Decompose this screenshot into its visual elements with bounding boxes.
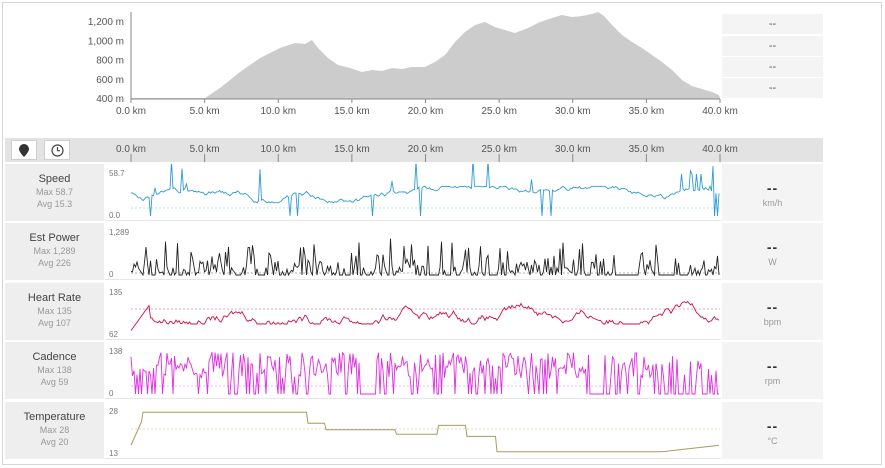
temperature-unit: °C <box>767 436 778 446</box>
temperature-title: Temperature <box>23 411 86 423</box>
speed-value-panel: -- km/h <box>722 164 823 221</box>
est-power-title: Est Power <box>29 232 80 244</box>
cadence-ymax-label: 138 <box>109 347 123 356</box>
elevation-x-tick: 30.0 km <box>555 106 591 117</box>
speed-unit: km/h <box>762 198 783 208</box>
elevation-x-tick: 20.0 km <box>408 106 444 117</box>
est-power-stream-chart[interactable]: 1,289 0 <box>105 223 721 280</box>
stream-x-tick: 10.0 km <box>260 144 296 155</box>
stream-x-tick: 25.0 km <box>481 144 517 155</box>
est-power-series-line <box>130 238 720 277</box>
stream-x-tick: 15.0 km <box>334 144 370 155</box>
time-mode-button[interactable] <box>44 140 70 160</box>
heart-rate-series-line <box>130 300 720 331</box>
distance-mode-button[interactable] <box>11 140 37 160</box>
elevation-y-tick: 1,000 m <box>88 36 124 47</box>
speed-series-line <box>130 164 720 217</box>
speed-ymin-label: 0.0 <box>109 211 121 220</box>
temperature-ymin-label: 13 <box>109 449 118 458</box>
elevation-x-tick: 25.0 km <box>481 106 517 117</box>
cadence-stream-chart[interactable]: 138 0 <box>105 342 721 399</box>
cadence-label-panel: Cadence Max 138 Avg 59 <box>5 342 104 399</box>
est-power-unit: W <box>768 257 777 267</box>
stream-x-tick: 20.0 km <box>408 144 444 155</box>
elevation-x-tick: 40.0 km <box>702 106 738 117</box>
heart-rate-max: Max 135 <box>37 306 72 316</box>
elevation-chart[interactable]: 1,200 m 1,000 m 800 m 600 m 400 m 0.0 km 5.0 … <box>0 0 885 135</box>
heart-rate-label-panel: Heart Rate Max 135 Avg 107 <box>5 283 104 340</box>
speed-avg: Avg 15.3 <box>36 199 73 209</box>
temperature-value-panel: -- °C <box>722 402 823 459</box>
temperature-max: Max 28 <box>39 425 70 435</box>
est-power-label-panel: Est Power Max 1,289 Avg 226 <box>5 223 104 280</box>
est-power-avg: Avg 226 <box>38 258 71 268</box>
heart-rate-title: Heart Rate <box>27 292 82 304</box>
elevation-summary-cell: -- <box>722 14 823 34</box>
speed-stream-chart[interactable]: 58.7 0.0 <box>105 164 721 221</box>
heart-rate-stream-chart[interactable]: 135 62 <box>105 283 721 340</box>
cadence-series-line <box>130 351 719 395</box>
stream-x-tick: 30.0 km <box>555 144 591 155</box>
temperature-current-value: -- <box>766 418 779 434</box>
elevation-x-tick: 0.0 km <box>116 106 146 117</box>
temperature-avg: Avg 20 <box>40 437 69 447</box>
est-power-current-value: -- <box>766 239 779 255</box>
cadence-title: Cadence <box>32 351 77 363</box>
temperature-label-panel: Temperature Max 28 Avg 20 <box>5 402 104 459</box>
stream-x-tick: 5.0 km <box>190 144 220 155</box>
elevation-x-tick: 10.0 km <box>260 106 296 117</box>
elevation-x-tick: 5.0 km <box>190 106 220 117</box>
cadence-current-value: -- <box>766 358 779 374</box>
stream-toolbar <box>5 138 823 162</box>
cadence-ymin-label: 0 <box>109 389 114 398</box>
temperature-series-line <box>130 411 720 453</box>
est-power-ymax-label: 1,289 <box>109 228 130 237</box>
elevation-profile-area <box>131 12 720 99</box>
est-power-value-panel: -- W <box>722 223 823 280</box>
temperature-stream-chart[interactable]: 28 13 <box>105 402 721 459</box>
heart-rate-value-panel: -- bpm <box>722 283 823 340</box>
cadence-value-panel: -- rpm <box>722 342 823 399</box>
heart-rate-avg: Avg 107 <box>38 318 71 328</box>
cadence-unit: rpm <box>764 376 781 386</box>
stream-x-tick: 40.0 km <box>702 144 738 155</box>
heart-rate-current-value: -- <box>766 299 779 315</box>
elevation-x-tick: 35.0 km <box>629 106 665 117</box>
elevation-summary-cell: -- <box>722 36 823 56</box>
elevation-y-tick: 400 m <box>96 94 124 105</box>
elevation-y-tick: 800 m <box>96 56 124 67</box>
est-power-max: Max 1,289 <box>33 246 76 256</box>
est-power-ymin-label: 0 <box>109 270 114 279</box>
heart-rate-ymax-label: 135 <box>109 288 123 297</box>
speed-max: Max 58.7 <box>35 187 74 197</box>
elevation-x-tick: 15.0 km <box>334 106 370 117</box>
map-pin-icon <box>19 143 29 157</box>
elevation-y-tick: 600 m <box>96 75 124 86</box>
stream-x-tick: 0.0 km <box>116 144 146 155</box>
stream-distance-axis: 0.0 km 5.0 km 10.0 km 15.0 km 20.0 km 25.0 km… <box>116 144 738 162</box>
speed-title: Speed <box>38 173 71 185</box>
heart-rate-ymin-label: 62 <box>109 330 118 339</box>
elevation-summary-cell: -- <box>722 78 823 98</box>
cadence-avg: Avg 59 <box>40 377 69 387</box>
speed-ymax-label: 58.7 <box>109 169 125 178</box>
temperature-ymax-label: 28 <box>109 407 118 416</box>
speed-label-panel: Speed Max 58.7 Avg 15.3 <box>5 164 104 221</box>
elevation-y-tick: 1,200 m <box>88 17 124 28</box>
speed-current-value: -- <box>766 180 779 196</box>
cadence-max: Max 138 <box>37 365 72 375</box>
clock-icon <box>50 143 64 157</box>
heart-rate-unit: bpm <box>763 317 782 327</box>
elevation-summary-cell: -- <box>722 57 823 77</box>
stream-x-tick: 35.0 km <box>629 144 665 155</box>
